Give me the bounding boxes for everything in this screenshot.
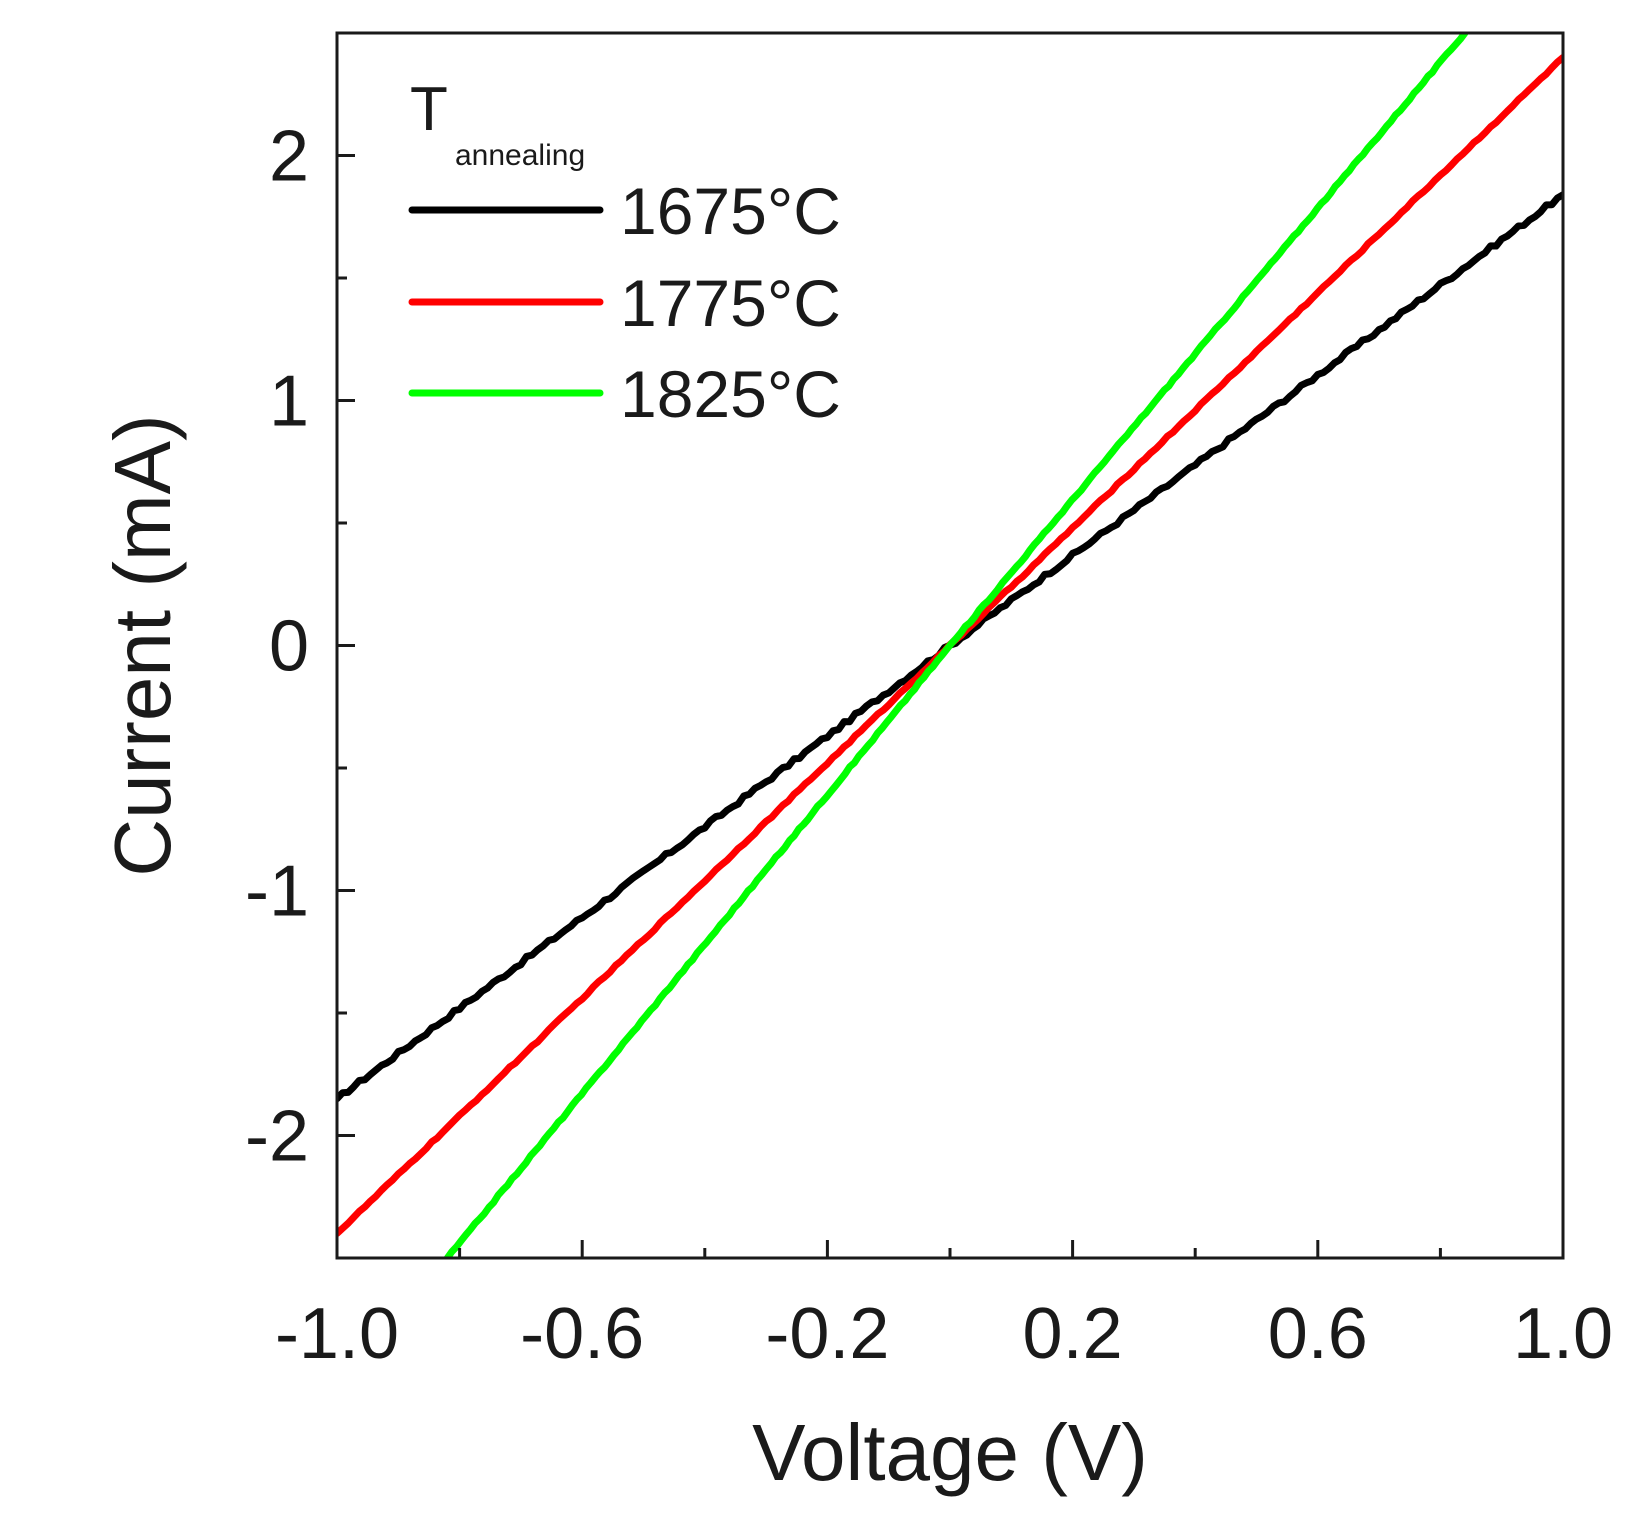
legend-label-2: 1775°C (620, 266, 841, 340)
x-tick-label: 1.0 (1513, 1294, 1613, 1374)
legend-title-subscript: annealing (455, 139, 585, 172)
x-axis-title: Voltage (V) (752, 1408, 1148, 1497)
legend-label-3: 1825°C (620, 357, 841, 431)
x-tick-label: 0.6 (1268, 1294, 1368, 1374)
y-tick-label: 0 (269, 607, 309, 687)
y-tick-label: -1 (245, 852, 309, 932)
series-line-3 (443, 33, 1469, 1258)
y-tick-label: 1 (269, 362, 309, 442)
y-tick-label: -2 (245, 1097, 309, 1177)
x-tick-label: -0.2 (765, 1294, 889, 1374)
x-tick-label: -0.6 (520, 1294, 644, 1374)
plot-area (337, 33, 1563, 1258)
series-group (337, 33, 1563, 1258)
x-tick-label: -1.0 (275, 1294, 399, 1374)
axes: -1.0 -0.6 -0.2 0.2 0.6 1.0 -2 -1 0 1 2 Voltage (V) C… (98, 31, 1613, 1497)
y-axis-title: Current (mA) (98, 414, 187, 876)
legend-label-1: 1675°C (620, 174, 841, 248)
y-tick-label: 2 (269, 117, 309, 197)
x-tick-label: 0.2 (1023, 1294, 1123, 1374)
legend-title: T (410, 75, 448, 144)
